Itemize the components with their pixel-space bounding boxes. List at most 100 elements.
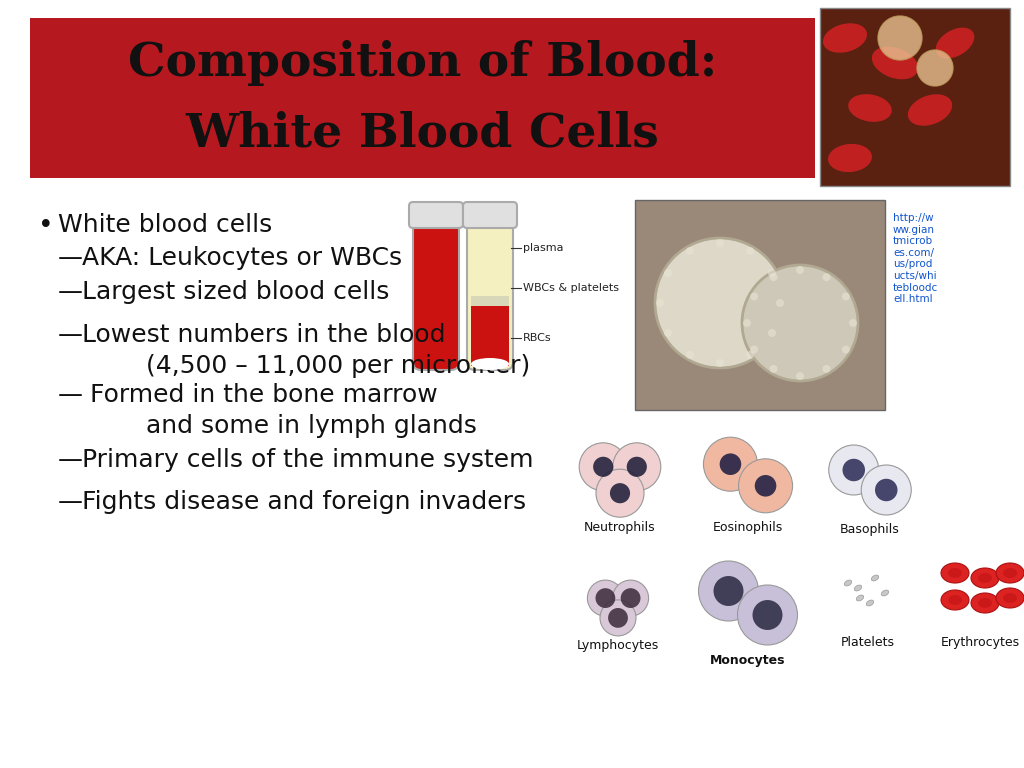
Circle shape <box>664 269 672 277</box>
Circle shape <box>600 600 636 636</box>
Circle shape <box>612 443 660 491</box>
Bar <box>471 306 509 366</box>
FancyBboxPatch shape <box>409 202 463 228</box>
Ellipse shape <box>948 595 962 605</box>
Circle shape <box>768 269 776 277</box>
Ellipse shape <box>996 588 1024 608</box>
Circle shape <box>664 329 672 337</box>
Circle shape <box>796 372 804 380</box>
Ellipse shape <box>471 358 509 370</box>
Ellipse shape <box>848 94 892 122</box>
Circle shape <box>769 365 777 373</box>
Circle shape <box>828 445 879 495</box>
Text: Neutrophils: Neutrophils <box>584 521 655 534</box>
Ellipse shape <box>1002 593 1017 603</box>
Text: Lowest numbers in the blood
        (4,500 – 11,000 per microliter): Lowest numbers in the blood (4,500 – 11,… <box>82 323 530 378</box>
Circle shape <box>627 457 647 477</box>
Ellipse shape <box>856 595 863 601</box>
Circle shape <box>588 580 624 616</box>
Circle shape <box>742 265 858 381</box>
Circle shape <box>610 483 630 503</box>
Text: —: — <box>58 490 83 514</box>
Text: •: • <box>38 213 53 239</box>
Circle shape <box>796 266 804 274</box>
Circle shape <box>769 273 777 281</box>
Circle shape <box>822 273 830 281</box>
Circle shape <box>593 457 613 477</box>
Circle shape <box>842 346 850 353</box>
Circle shape <box>746 247 754 255</box>
Circle shape <box>751 293 758 300</box>
Ellipse shape <box>971 568 999 588</box>
Ellipse shape <box>1002 568 1017 578</box>
Ellipse shape <box>871 575 879 581</box>
Text: http://w
ww.gian
tmicrob
es.com/
us/prod
ucts/whi
tebloodc
ell.html: http://w ww.gian tmicrob es.com/ us/prod… <box>893 213 938 304</box>
Text: White blood cells: White blood cells <box>58 213 272 237</box>
Circle shape <box>608 608 628 627</box>
Text: Composition of Blood:: Composition of Blood: <box>128 40 717 86</box>
Circle shape <box>878 16 922 60</box>
Text: Primary cells of the immune system: Primary cells of the immune system <box>82 448 534 472</box>
Text: —: — <box>58 323 83 347</box>
Text: plasma: plasma <box>523 243 563 253</box>
Text: WBCs & platelets: WBCs & platelets <box>523 283 618 293</box>
Ellipse shape <box>845 580 852 586</box>
Bar <box>635 200 885 410</box>
Text: —: — <box>58 280 83 304</box>
Ellipse shape <box>978 573 992 583</box>
Ellipse shape <box>866 600 873 606</box>
Circle shape <box>842 293 850 300</box>
Text: Basophils: Basophils <box>840 522 900 535</box>
Ellipse shape <box>948 568 962 578</box>
Ellipse shape <box>908 94 952 126</box>
Circle shape <box>656 299 664 307</box>
Circle shape <box>596 469 644 517</box>
Text: White Blood Cells: White Blood Cells <box>185 110 659 156</box>
Text: RBCs: RBCs <box>523 333 552 343</box>
Circle shape <box>716 239 724 247</box>
Circle shape <box>776 299 784 307</box>
Circle shape <box>621 588 640 608</box>
Text: Largest sized blood cells: Largest sized blood cells <box>82 280 389 304</box>
Circle shape <box>746 351 754 359</box>
Circle shape <box>686 247 694 255</box>
Circle shape <box>686 351 694 359</box>
Bar <box>471 296 509 306</box>
Ellipse shape <box>971 593 999 613</box>
Circle shape <box>612 580 648 616</box>
Ellipse shape <box>828 144 872 172</box>
Circle shape <box>849 319 857 327</box>
Circle shape <box>737 585 798 645</box>
Text: Lymphocytes: Lymphocytes <box>577 639 659 651</box>
Circle shape <box>751 346 758 353</box>
Ellipse shape <box>978 598 992 608</box>
Text: Formed in the bone marrow
        and some in lymph glands: Formed in the bone marrow and some in ly… <box>82 383 477 438</box>
FancyBboxPatch shape <box>463 202 517 228</box>
Circle shape <box>714 576 743 606</box>
Text: Erythrocytes: Erythrocytes <box>940 636 1020 649</box>
Text: Monocytes: Monocytes <box>711 654 785 667</box>
Circle shape <box>716 359 724 367</box>
Circle shape <box>843 458 865 482</box>
Ellipse shape <box>871 47 919 79</box>
Text: —: — <box>58 246 83 270</box>
Text: —: — <box>58 383 83 407</box>
FancyBboxPatch shape <box>467 221 513 370</box>
Ellipse shape <box>823 23 867 53</box>
Ellipse shape <box>996 563 1024 583</box>
FancyBboxPatch shape <box>413 221 459 370</box>
Circle shape <box>861 465 911 515</box>
Text: Fights disease and foreign invaders: Fights disease and foreign invaders <box>82 490 526 514</box>
Circle shape <box>596 588 615 608</box>
Circle shape <box>918 50 953 86</box>
Circle shape <box>768 329 776 337</box>
Ellipse shape <box>941 563 969 583</box>
Text: Platelets: Platelets <box>841 636 895 649</box>
Ellipse shape <box>941 590 969 610</box>
Circle shape <box>720 453 741 475</box>
Ellipse shape <box>936 28 974 58</box>
Circle shape <box>755 475 776 497</box>
Text: —: — <box>58 448 83 472</box>
Text: Eosinophils: Eosinophils <box>713 521 783 534</box>
Circle shape <box>703 437 758 492</box>
